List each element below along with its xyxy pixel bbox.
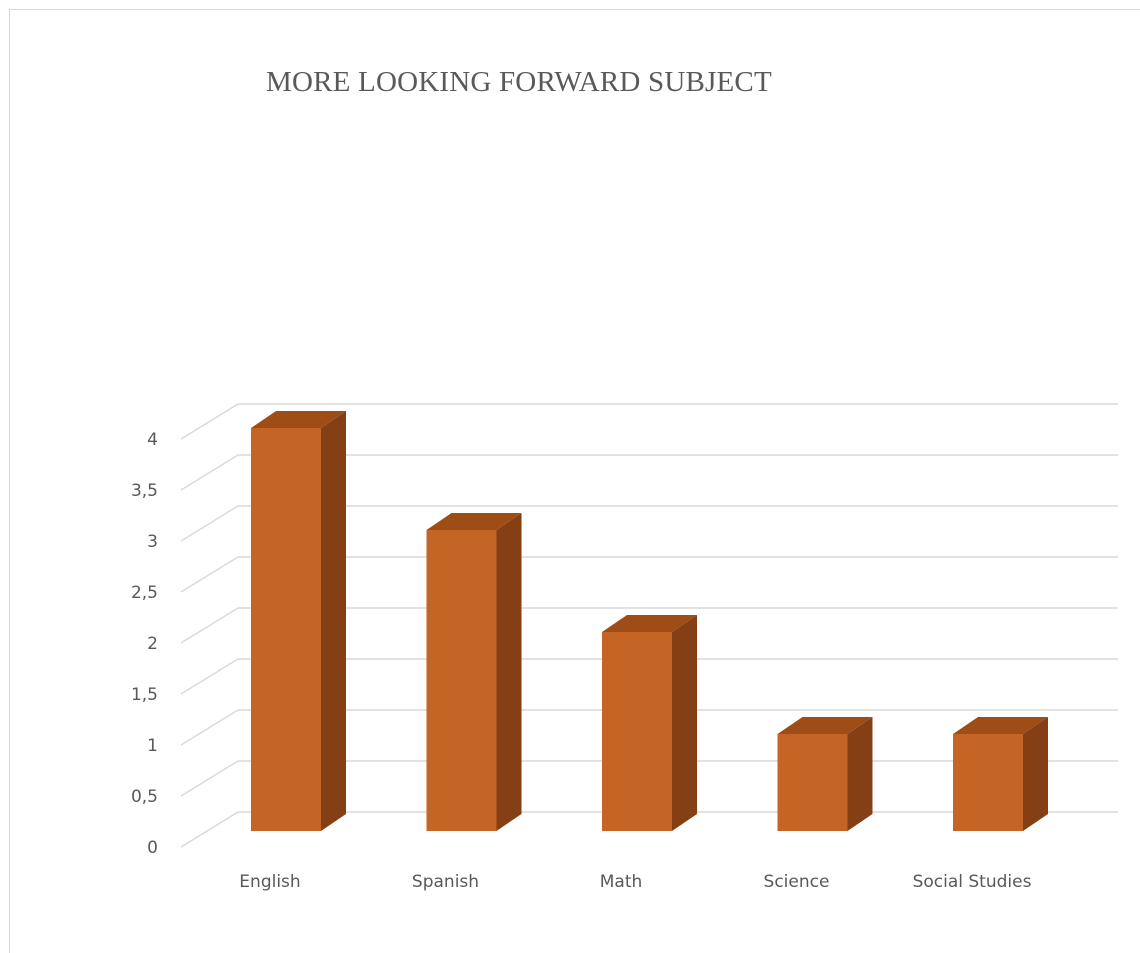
bar-top — [426, 513, 522, 530]
gridline — [180, 505, 1118, 542]
y-tick-label: 4 — [147, 430, 158, 450]
y-tick-label: 2 — [147, 634, 158, 654]
x-tick-label: Spanish — [412, 872, 479, 892]
bar-top — [602, 615, 697, 632]
bar-top — [953, 717, 1048, 734]
bars — [251, 411, 1048, 831]
bar-front — [426, 530, 497, 831]
bar-side — [496, 513, 522, 831]
x-tick-label: Social Studies — [913, 872, 1032, 892]
y-tick-label: 2,5 — [131, 583, 158, 603]
y-tick-label: 1,5 — [131, 685, 158, 705]
bar — [602, 615, 697, 831]
y-tick-label: 3 — [147, 532, 158, 552]
bar-side — [847, 717, 873, 831]
x-tick-label: English — [239, 872, 300, 892]
bar — [251, 411, 346, 831]
bar-top — [251, 411, 346, 428]
bar-side — [321, 411, 346, 831]
bar — [426, 513, 522, 831]
bar — [777, 717, 873, 831]
bar-front — [602, 632, 672, 831]
gridline — [180, 556, 1118, 593]
bar-top — [777, 717, 873, 734]
chart-frame: MORE LOOKING FORWARD SUBJECT — [9, 9, 1140, 953]
x-axis-labels: English Spanish Math Science Social Studies — [239, 872, 1031, 892]
y-tick-label: 0 — [147, 838, 158, 858]
gridline — [180, 454, 1118, 491]
gridline — [180, 403, 1118, 440]
x-tick-label: Math — [600, 872, 643, 892]
y-tick-label: 3,5 — [131, 481, 158, 501]
bar — [953, 717, 1048, 831]
y-axis-ticks: 0 0,5 1 1,5 2 2,5 3 3,5 4 — [131, 430, 158, 858]
gridline — [180, 607, 1118, 644]
chart-title: MORE LOOKING FORWARD SUBJECT — [266, 66, 772, 98]
bar-front — [777, 734, 848, 831]
bar-front — [953, 734, 1023, 831]
x-tick-label: Science — [764, 872, 830, 892]
bar-front — [251, 428, 321, 831]
y-tick-label: 1 — [147, 736, 158, 756]
bar-side — [672, 615, 697, 831]
bar-side — [1023, 717, 1048, 831]
y-tick-label: 0,5 — [131, 787, 158, 807]
